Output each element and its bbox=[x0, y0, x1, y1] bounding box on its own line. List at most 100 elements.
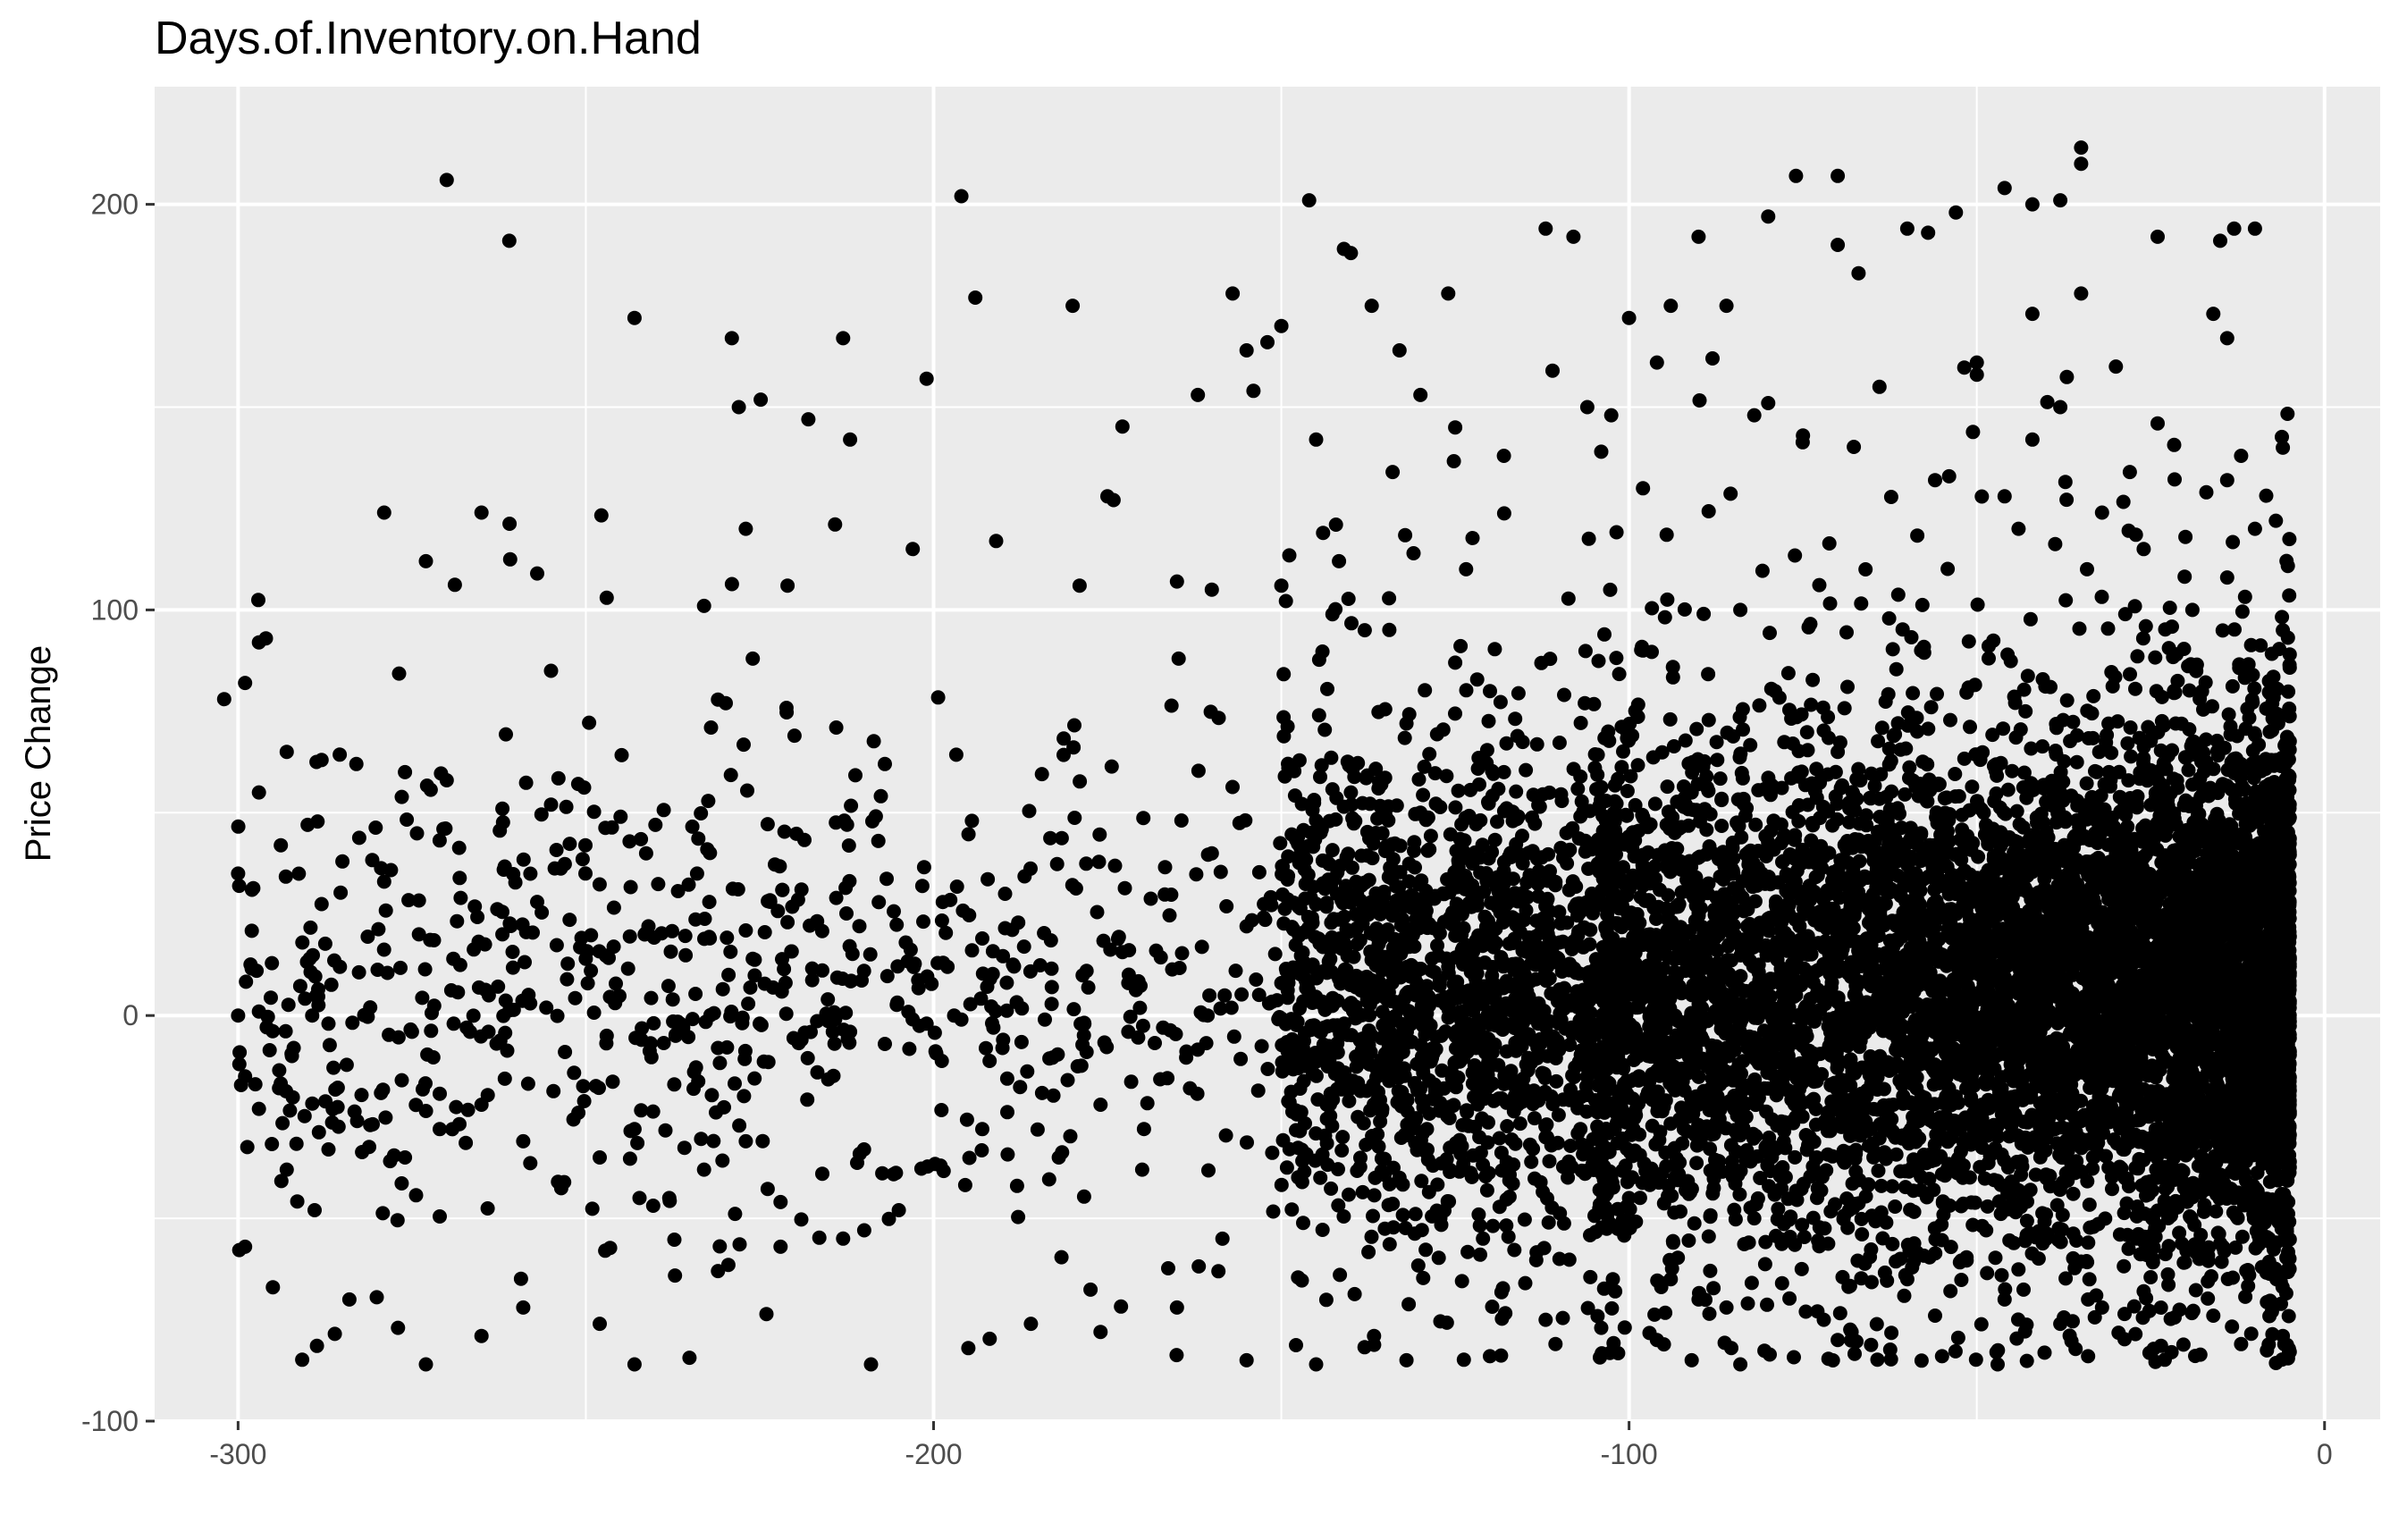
data-point bbox=[2004, 654, 2018, 669]
data-point bbox=[265, 1024, 280, 1039]
data-point bbox=[624, 880, 638, 895]
data-point bbox=[836, 1232, 850, 1246]
data-point bbox=[677, 1140, 692, 1155]
data-point bbox=[1240, 343, 1254, 358]
data-point bbox=[366, 853, 380, 867]
data-point bbox=[848, 768, 863, 782]
data-point bbox=[1205, 583, 1219, 597]
data-point bbox=[2279, 1286, 2293, 1300]
data-point bbox=[467, 1008, 481, 1022]
data-point bbox=[1233, 1052, 1248, 1066]
data-point bbox=[998, 887, 1013, 901]
data-point bbox=[567, 1065, 581, 1080]
data-point bbox=[2108, 669, 2123, 684]
data-point bbox=[1148, 1036, 1162, 1050]
data-point bbox=[2225, 1319, 2239, 1334]
data-point bbox=[1830, 238, 1845, 252]
data-point bbox=[1124, 1010, 1138, 1024]
data-point bbox=[1965, 1218, 1980, 1233]
data-point bbox=[453, 891, 467, 905]
data-point bbox=[2002, 1233, 2016, 1248]
data-point bbox=[331, 1081, 345, 1095]
data-point bbox=[1400, 1353, 1414, 1367]
data-point bbox=[433, 1122, 447, 1136]
data-point bbox=[963, 1151, 977, 1166]
data-point bbox=[1990, 769, 2004, 783]
data-point bbox=[1847, 440, 1861, 454]
data-point bbox=[2234, 449, 2248, 463]
data-point bbox=[1014, 1001, 1029, 1015]
data-point bbox=[1252, 865, 1267, 879]
data-point bbox=[2095, 506, 2109, 520]
data-point bbox=[1998, 489, 2012, 503]
data-point bbox=[1891, 587, 1906, 602]
data-point bbox=[495, 802, 509, 816]
data-point bbox=[1136, 811, 1150, 825]
data-point bbox=[1398, 528, 1412, 543]
data-point bbox=[332, 747, 347, 762]
data-point bbox=[1851, 266, 1865, 281]
data-point bbox=[1302, 193, 1317, 207]
data-point bbox=[1098, 1035, 1112, 1049]
data-point bbox=[2176, 1337, 2191, 1351]
data-point bbox=[1170, 575, 1184, 589]
data-point bbox=[2074, 140, 2088, 155]
data-point bbox=[2185, 602, 2200, 617]
data-point bbox=[2200, 485, 2214, 500]
data-point bbox=[587, 1006, 602, 1020]
data-point bbox=[843, 433, 857, 447]
data-point bbox=[2234, 1337, 2248, 1351]
data-point bbox=[1796, 435, 1810, 450]
data-point bbox=[2150, 230, 2165, 244]
data-point bbox=[865, 814, 879, 829]
data-point bbox=[2267, 669, 2281, 684]
data-point bbox=[2057, 1310, 2071, 1325]
data-point bbox=[419, 554, 433, 568]
data-point bbox=[606, 1074, 620, 1089]
data-point bbox=[1396, 1208, 1410, 1222]
data-point bbox=[733, 1237, 747, 1251]
data-point bbox=[1811, 1233, 1825, 1248]
data-point bbox=[516, 1300, 530, 1315]
data-point bbox=[697, 599, 711, 613]
data-point bbox=[1414, 1174, 1428, 1188]
data-point bbox=[2248, 222, 2262, 236]
data-point bbox=[975, 1122, 989, 1136]
data-point bbox=[1191, 763, 1206, 778]
data-point bbox=[1480, 1183, 1494, 1198]
data-point bbox=[265, 1280, 280, 1294]
data-point bbox=[2139, 619, 2153, 634]
data-point bbox=[747, 953, 762, 967]
data-point bbox=[657, 1036, 671, 1050]
data-point bbox=[975, 931, 989, 946]
data-point bbox=[1366, 1209, 1380, 1224]
data-point bbox=[1320, 682, 1334, 696]
data-point bbox=[2088, 1310, 2102, 1325]
data-point bbox=[322, 1142, 336, 1157]
data-point bbox=[1854, 596, 1868, 610]
data-point bbox=[1693, 393, 1707, 408]
data-point bbox=[1217, 989, 1232, 1003]
data-point bbox=[1580, 400, 1595, 415]
data-point bbox=[780, 578, 795, 593]
data-point bbox=[778, 976, 793, 990]
data-point bbox=[1158, 860, 1173, 874]
data-point bbox=[1578, 644, 1593, 658]
data-point bbox=[303, 921, 317, 935]
data-point bbox=[2053, 193, 2067, 207]
data-point bbox=[366, 1117, 380, 1132]
data-point bbox=[1409, 1207, 1423, 1221]
data-point bbox=[960, 1113, 974, 1127]
data-point bbox=[1618, 1320, 1632, 1334]
data-point bbox=[1331, 1199, 1345, 1213]
data-point bbox=[349, 757, 364, 771]
data-point bbox=[1067, 811, 1081, 825]
data-point bbox=[1382, 623, 1396, 637]
data-point bbox=[1485, 1300, 1500, 1314]
data-point bbox=[773, 1240, 787, 1254]
data-point bbox=[251, 593, 265, 607]
data-point bbox=[1622, 311, 1637, 325]
data-point bbox=[732, 400, 746, 415]
data-point bbox=[678, 929, 693, 943]
data-point bbox=[1476, 1232, 1490, 1246]
